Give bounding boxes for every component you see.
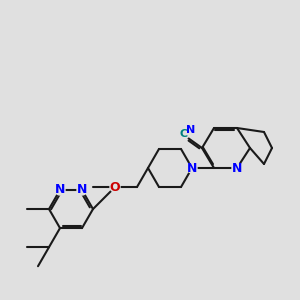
Circle shape — [232, 163, 242, 173]
Text: N: N — [232, 161, 242, 175]
Text: O: O — [110, 181, 120, 194]
Text: N: N — [77, 184, 87, 196]
Text: N: N — [186, 125, 196, 135]
Circle shape — [187, 163, 197, 173]
Text: N: N — [55, 184, 65, 196]
Text: C: C — [180, 129, 188, 139]
Circle shape — [179, 129, 189, 139]
Circle shape — [77, 185, 87, 195]
Text: N: N — [187, 161, 197, 175]
Circle shape — [55, 185, 65, 195]
Circle shape — [110, 182, 120, 192]
